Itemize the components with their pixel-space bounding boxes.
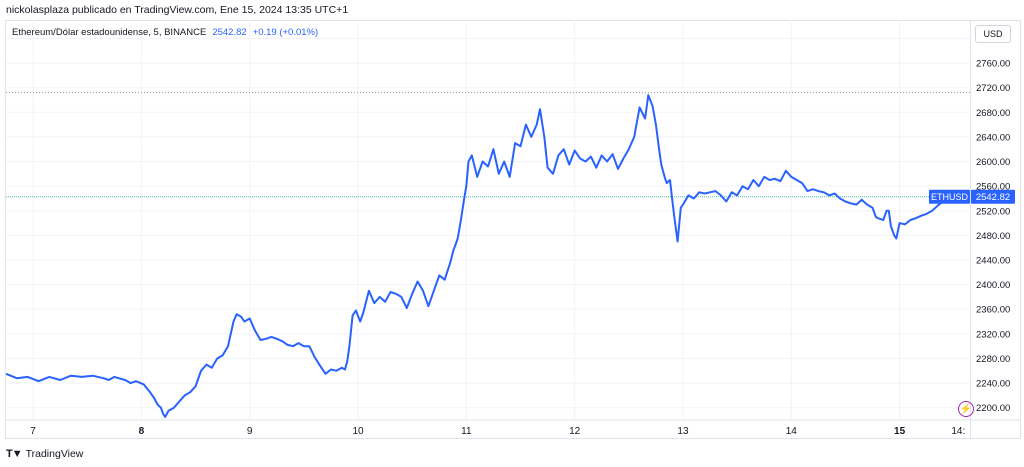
price-line bbox=[5, 94, 955, 418]
y-tick-label: 2440.00 bbox=[976, 256, 1010, 267]
x-tick-label: 13 bbox=[677, 426, 689, 437]
lightning-icon[interactable]: ⚡ bbox=[958, 401, 974, 417]
price-axis: 2200.00 2240.00 2280.00 2320.00 2360.00 2400.… bbox=[976, 34, 1010, 414]
y-tick-label: 2560.00 bbox=[976, 182, 1010, 193]
x-tick-label: 14 bbox=[786, 426, 798, 437]
symbol-tag bbox=[929, 189, 970, 204]
y-tick-label: 2360.00 bbox=[976, 305, 1010, 316]
time-axis: 7 8 9 10 11 12 13 14 15 14: bbox=[5, 419, 1021, 437]
last-price-tag bbox=[971, 189, 1015, 204]
x-tick-label: 12 bbox=[569, 426, 581, 437]
chart-frame bbox=[5, 20, 1021, 439]
y-tick-label: 2280.00 bbox=[976, 354, 1010, 365]
y-tick-label: 2640.00 bbox=[976, 132, 1010, 143]
gridlines bbox=[6, 20, 970, 420]
x-tick-label: 8 bbox=[139, 426, 145, 437]
brand-name: TradingView bbox=[25, 448, 84, 460]
y-tick-label: 2520.00 bbox=[976, 206, 1010, 217]
x-tick-label: 15 bbox=[894, 426, 906, 437]
y-tick-label: 2680.00 bbox=[976, 108, 1010, 119]
y-tick-label: 2480.00 bbox=[976, 231, 1010, 242]
y-tick-label: 2760.00 bbox=[976, 59, 1010, 70]
tradingview-logo-icon: T▼ bbox=[6, 448, 23, 460]
legend-price: 2542.82 bbox=[212, 27, 247, 38]
x-tick-label: 7 bbox=[30, 426, 36, 437]
last-price-tag-label: 2542.82 bbox=[976, 192, 1010, 203]
currency-button[interactable]: USD bbox=[975, 25, 1011, 43]
y-tick-label: 2720.00 bbox=[976, 83, 1010, 94]
x-tick-label: 10 bbox=[352, 426, 364, 437]
y-tick-label: 2320.00 bbox=[976, 329, 1010, 340]
tradingview-logo: T▼ TradingView bbox=[6, 448, 83, 460]
publisher-caption: nickolasplaza publicado en TradingView.c… bbox=[6, 4, 349, 16]
guide-lines bbox=[6, 92, 970, 198]
price-labels: ETHUSD 2542.82 bbox=[929, 189, 1015, 204]
y-tick-label: 2240.00 bbox=[976, 379, 1010, 390]
x-tick-label: 11 bbox=[461, 426, 472, 437]
legend-change: +0.19 (+0.01%) bbox=[252, 27, 319, 38]
y-tick-label: 2600.00 bbox=[976, 157, 1010, 168]
symbol-description: Ethereum/Dólar estadounidense, 5, BINANC… bbox=[12, 27, 207, 38]
x-tick-label: 14: bbox=[951, 426, 965, 437]
series-layer bbox=[5, 94, 955, 418]
chart-legend: Ethereum/Dólar estadounidense, 5, BINANC… bbox=[12, 27, 318, 38]
symbol-tag-label: ETHUSD bbox=[931, 192, 969, 202]
y-tick-label: 2400.00 bbox=[976, 280, 1010, 291]
price-axis-divider bbox=[970, 20, 971, 439]
y-tick-label: 2200.00 bbox=[976, 403, 1010, 414]
x-tick-label: 9 bbox=[247, 426, 253, 437]
